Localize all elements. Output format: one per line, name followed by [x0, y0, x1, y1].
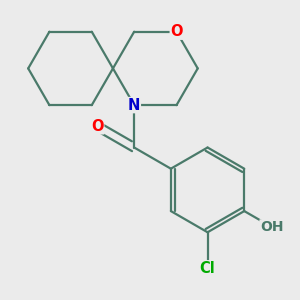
Text: OH: OH: [260, 220, 284, 234]
Text: N: N: [128, 98, 140, 112]
Text: Cl: Cl: [200, 261, 215, 276]
Text: O: O: [91, 119, 104, 134]
Text: O: O: [170, 24, 183, 39]
